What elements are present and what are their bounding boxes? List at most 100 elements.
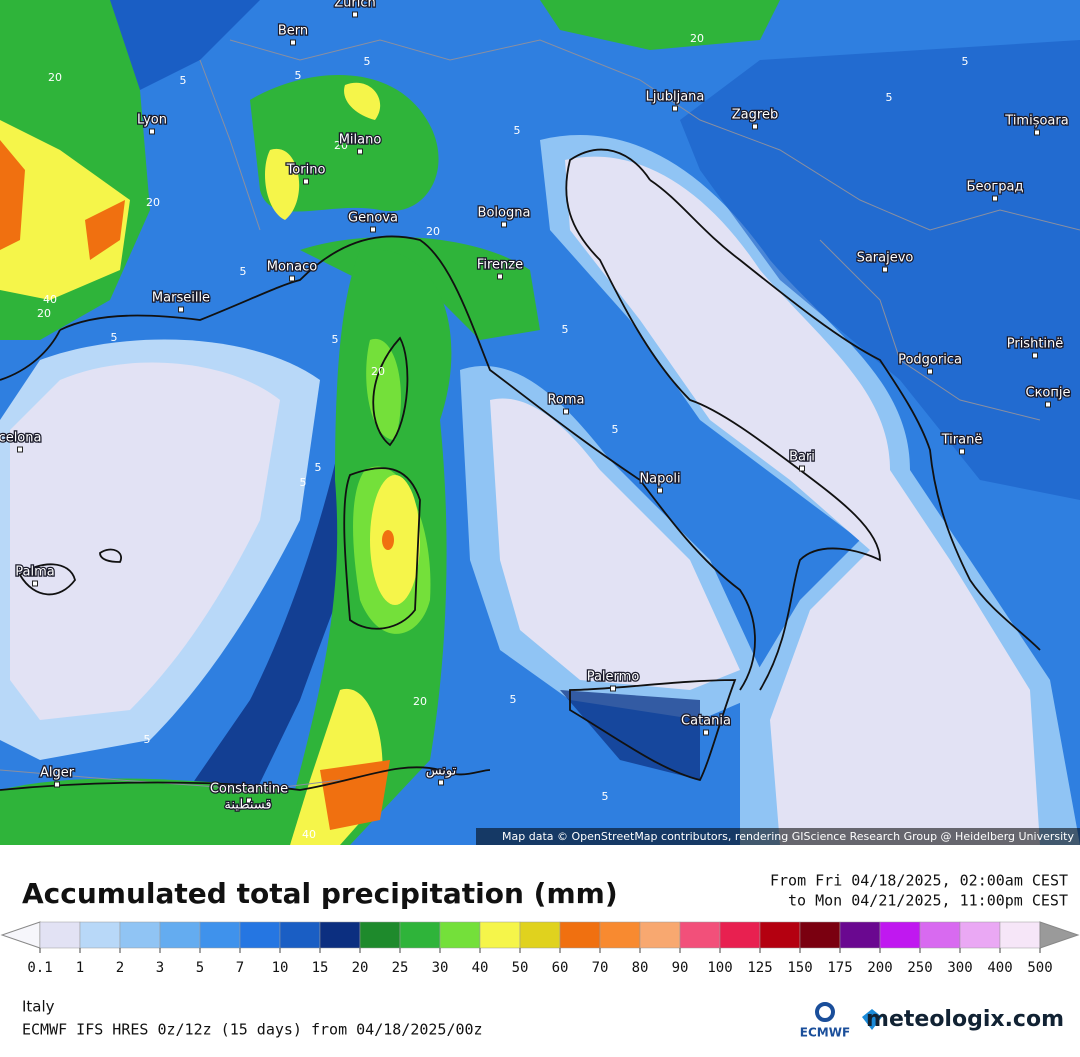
city-label: Catania: [681, 714, 731, 729]
legend-panel: Accumulated total precipitation (mm) Fro…: [0, 872, 1080, 1040]
bin-label: 250: [907, 960, 932, 976]
borders: [0, 39, 1080, 791]
city-dot: [289, 275, 295, 282]
attribution-bg: [476, 828, 1080, 845]
color-bin: [599, 921, 641, 949]
bin-label: 70: [592, 960, 609, 976]
bin-label: 90: [672, 960, 689, 976]
city-label: Prishtinë: [1007, 337, 1064, 352]
city-label: Bari: [789, 450, 815, 465]
city-label: Napoli: [639, 472, 680, 487]
city-dot: [290, 39, 296, 46]
city-label: celona: [0, 431, 41, 446]
color-bin: [479, 921, 521, 949]
precip-fields: [0, 0, 1080, 845]
city-label: Palermo: [587, 670, 640, 685]
contour-label: 40: [302, 828, 316, 841]
bin-label: 1: [76, 960, 84, 976]
bin-label: 10: [272, 960, 289, 976]
bin-label: 500: [1027, 960, 1052, 976]
contour-label: 20: [146, 196, 160, 209]
region: Italy: [22, 998, 55, 1016]
contour-label: 5: [962, 55, 969, 68]
contour-label: 5: [886, 91, 893, 104]
color-bin: [119, 921, 161, 949]
city-dot: [303, 178, 309, 185]
city-label: تونس: [426, 764, 457, 779]
contour-label: 5: [562, 323, 569, 336]
city-dot: [178, 306, 184, 313]
contour-label: 20: [37, 307, 51, 320]
city-label: Alger: [40, 766, 75, 781]
contour-label: 5: [364, 55, 371, 68]
contour-label: 5: [612, 423, 619, 436]
bin-label: 2: [116, 960, 124, 976]
color-bin: [359, 921, 401, 949]
attribution: Map data © OpenStreetMap contributors, r…: [502, 830, 1074, 843]
color-bin: [639, 921, 681, 949]
contour-label: 20: [426, 225, 440, 238]
city-label: Monaco: [267, 260, 318, 275]
city-dot: [352, 11, 358, 18]
color-bin: [759, 921, 801, 949]
city-dot: [357, 148, 363, 155]
city-label: Podgorica: [898, 353, 962, 368]
contour-label: 5: [111, 331, 118, 344]
period-from: From Fri 04/18/2025, 02:00am CEST: [770, 872, 1068, 890]
city-dot: [882, 266, 888, 273]
bin-label: 25: [392, 960, 409, 976]
contour-label: 5: [295, 69, 302, 82]
model-info: ECMWF IFS HRES 0z/12z (15 days) from 04/…: [22, 1021, 483, 1039]
contour-label: 5: [300, 476, 307, 489]
color-bin: [719, 921, 761, 949]
bin-label: 40: [472, 960, 489, 976]
contour-label: 5: [514, 124, 521, 137]
city-label: Genova: [348, 211, 398, 226]
bin-label: 100: [707, 960, 732, 976]
city-dot: [370, 226, 376, 233]
color-bin: [399, 921, 441, 949]
over-arrow: [1039, 921, 1080, 949]
bin-label: 80: [632, 960, 649, 976]
bin-label: 150: [787, 960, 812, 976]
color-bin: [919, 921, 961, 949]
bin-label: 50: [512, 960, 529, 976]
city-label: Sarajevo: [857, 251, 914, 266]
bin-label: 3: [156, 960, 164, 976]
bin-label: 7: [236, 960, 244, 976]
bin-label: 125: [747, 960, 772, 976]
contour-label: 5: [510, 693, 517, 706]
bin-label: 400: [987, 960, 1012, 976]
period-to: to Mon 04/21/2025, 11:00pm CEST: [788, 892, 1068, 910]
colorbar: 0.1 1 2 3 5 7 10 15 20 25 30 40 50 60 70 80 90 100 125 150 1…: [0, 921, 1080, 976]
city-label: قسنطينة: [224, 798, 271, 813]
city-label: Firenze: [477, 258, 523, 273]
ecmwf-logo: ECMWF: [800, 1026, 850, 1040]
city-dot: [246, 797, 252, 804]
city-label: Ljubljana: [646, 90, 705, 105]
color-bin: [199, 921, 241, 949]
city-label: Roma: [547, 393, 584, 408]
city-label: Timișoara: [1004, 114, 1068, 129]
color-bin: [519, 921, 561, 949]
contour-label: 20: [371, 365, 385, 378]
city-dot: [703, 729, 709, 736]
legend-title: Accumulated total precipitation (mm): [22, 877, 618, 910]
city-dot: [438, 779, 444, 786]
color-bin: [839, 921, 881, 949]
color-bin: [559, 921, 601, 949]
city-label: Tiranë: [941, 433, 983, 448]
city-dot: [17, 446, 23, 453]
contour-label: 5: [240, 265, 247, 278]
city-dot: [927, 368, 933, 375]
color-bin: [279, 921, 321, 949]
city-dot: [610, 685, 616, 692]
city-dot: [32, 580, 38, 587]
meteologix-logo: meteologix.com: [866, 1007, 1064, 1032]
city-label: Bologna: [478, 206, 531, 221]
city-dot: [497, 273, 503, 280]
contour-label: 5: [315, 461, 322, 474]
contour-label: 20: [334, 139, 348, 152]
contour-label: 5: [180, 74, 187, 87]
